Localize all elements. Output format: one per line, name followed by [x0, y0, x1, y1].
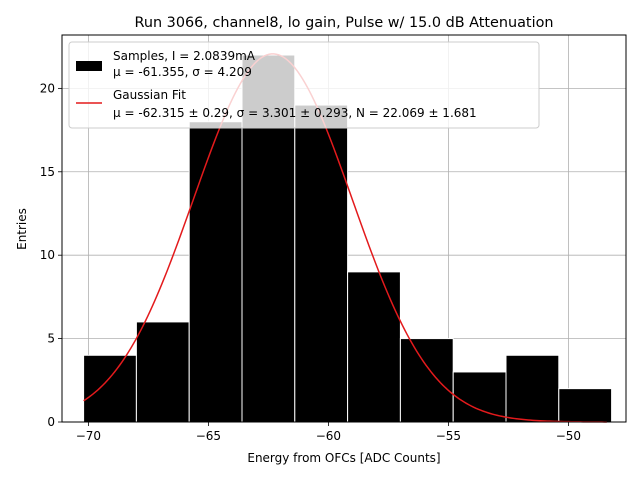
y-axis-label: Entries — [15, 208, 29, 250]
histogram-bar-9 — [558, 388, 613, 423]
histogram-bar-5 — [347, 271, 401, 423]
histogram-bar-1 — [135, 321, 190, 423]
y-tick-label-0: 0 — [47, 415, 55, 429]
legend-box — [68, 41, 540, 129]
plot-frame — [61, 34, 627, 423]
y-tick-label-2: 10 — [40, 248, 55, 262]
histogram-bar-7 — [452, 371, 507, 423]
x-tick-label-0: −70 — [76, 429, 101, 443]
y-axis-ticks: 0 5 10 15 20 — [40, 81, 62, 429]
x-tick-label-3: −55 — [436, 429, 461, 443]
x-tick-label-1: −65 — [196, 429, 221, 443]
y-tick-label-1: 5 — [47, 332, 55, 346]
legend-samples-line1: Samples, I = 2.0839mA — [113, 49, 256, 63]
histogram-bar-8 — [505, 354, 560, 423]
legend: Samples, I = 2.0839mA μ = -61.355, σ = 4… — [68, 41, 540, 129]
histogram-bar-6 — [399, 338, 454, 423]
chart-title: Run 3066, channel8, lo gain, Pulse w/ 15… — [135, 15, 554, 31]
legend-fit-line1: Gaussian Fit — [113, 88, 186, 102]
legend-fit-line2: μ = -62.315 ± 0.29, σ = 3.301 ± 0.293, N… — [113, 106, 477, 120]
histogram-bar-0 — [83, 354, 137, 423]
x-tick-label-4: −50 — [556, 429, 581, 443]
x-axis-ticks: −70 −65 −60 −55 −50 — [76, 422, 581, 443]
legend-samples-line2: μ = -61.355, σ = 4.209 — [113, 65, 252, 79]
y-tick-label-3: 15 — [40, 165, 55, 179]
histogram-bar-2 — [188, 121, 243, 423]
y-tick-label-4: 20 — [40, 81, 55, 95]
gaussian-fit-curve — [83, 53, 607, 423]
legend-samples-swatch — [76, 61, 102, 71]
x-axis-label: Energy from OFCs [ADC Counts] — [247, 451, 440, 465]
x-tick-label-2: −60 — [316, 429, 341, 443]
gaussian-fit-path — [83, 53, 607, 423]
histogram-bar-4 — [294, 104, 349, 423]
